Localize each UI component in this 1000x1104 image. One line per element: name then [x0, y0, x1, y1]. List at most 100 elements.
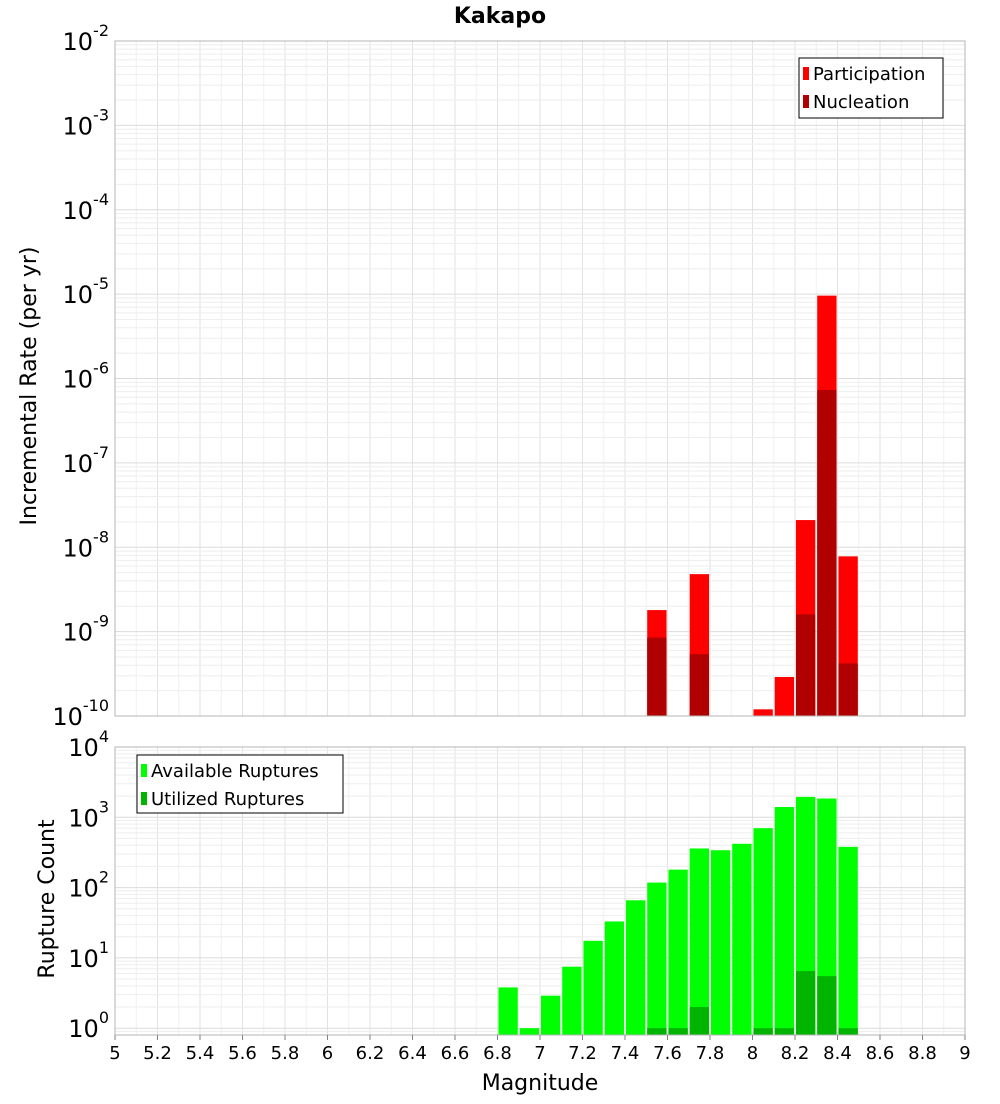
chart-title: Kakapo	[454, 4, 546, 29]
y-tick-exponent: -9	[93, 612, 109, 631]
x-tick-label: 5.8	[271, 1043, 300, 1064]
y-tick-base: 10	[68, 734, 99, 762]
x-tick-labels: 5 5.2 5.4 5.6 5.8 6 6.2 6.4 6.6 6.8 7 7.2 7.4 7.6 7.8 8…	[109, 1035, 971, 1064]
y-tick-label: 103	[68, 797, 109, 832]
y-axis-label: Rupture Count	[35, 819, 60, 979]
y-tick-exponent: 2	[99, 868, 109, 887]
nucleation-bar	[689, 654, 710, 716]
y-tick-label: 100	[68, 1008, 109, 1043]
x-tick-label: 8.8	[908, 1043, 937, 1064]
participation-bar	[774, 676, 795, 716]
y-tick-base: 10	[63, 534, 94, 562]
y-tick-base: 10	[63, 619, 94, 647]
x-tick-label: 5.6	[228, 1043, 257, 1064]
y-tick-base: 10	[63, 28, 94, 56]
available-ruptures-bar	[710, 850, 731, 1035]
y-tick-label: 104	[68, 727, 109, 762]
legend-swatch	[141, 792, 147, 805]
available-ruptures-bar	[498, 987, 518, 1035]
available-ruptures-bar	[583, 940, 603, 1035]
x-tick-label: 5	[109, 1043, 120, 1064]
utilized-ruptures-bar	[817, 976, 837, 1035]
y-tick-base: 10	[68, 1015, 99, 1043]
y-tick-exponent: -2	[93, 21, 109, 40]
y-tick-label: 10-5	[63, 274, 110, 309]
available-ruptures-bar	[689, 848, 710, 1035]
x-tick-label: 8.6	[866, 1043, 895, 1064]
available-ruptures-bar	[540, 995, 561, 1035]
y-tick-base: 10	[63, 112, 94, 140]
y-tick-label: 10-8	[63, 527, 110, 562]
x-tick-label: 7.6	[653, 1043, 682, 1064]
x-tick-label: 6.8	[483, 1043, 512, 1064]
y-tick-label: 10-7	[63, 443, 110, 478]
y-tick-base: 10	[63, 197, 94, 225]
nucleation-bar	[795, 614, 816, 716]
legend-label: Utilized Ruptures	[151, 789, 304, 810]
y-tick-exponent: -3	[93, 105, 109, 124]
y-tick-base: 10	[68, 945, 99, 973]
y-tick-exponent: 4	[99, 727, 109, 746]
nucleation-bar	[838, 663, 858, 716]
available-ruptures-bar	[562, 966, 582, 1035]
legend-label: Participation	[813, 64, 925, 85]
y-tick-exponent: -6	[93, 359, 109, 378]
y-tick-label: 10-10	[52, 696, 109, 731]
x-tick-label: 5.2	[143, 1043, 172, 1064]
y-tick-exponent: -7	[93, 443, 109, 462]
utilized-ruptures-bar	[774, 1028, 795, 1035]
x-tick-label: 7.4	[611, 1043, 640, 1064]
y-tick-base: 10	[63, 366, 94, 394]
legend-label: Available Ruptures	[151, 761, 319, 782]
legend-label: Nucleation	[813, 92, 909, 113]
available-ruptures-bar	[838, 846, 858, 1035]
x-tick-label: 8.4	[823, 1043, 852, 1064]
x-tick-label: 6.6	[441, 1043, 470, 1064]
y-tick-base: 10	[63, 281, 94, 309]
y-tick-label: 10-6	[63, 359, 110, 394]
nucleation-bar	[647, 637, 667, 716]
x-tick-label: 7	[534, 1043, 545, 1064]
available-ruptures-bar	[604, 921, 625, 1035]
y-tick-base: 10	[63, 450, 94, 478]
available-ruptures-bar	[647, 882, 667, 1035]
available-ruptures-bar	[817, 798, 837, 1035]
y-tick-label: 10-2	[63, 21, 110, 56]
rate-plot: 10-1010-910-810-710-610-510-410-310-2Inc…	[17, 21, 966, 731]
x-tick-label: 6.4	[398, 1043, 427, 1064]
utilized-ruptures-bar	[668, 1028, 688, 1035]
x-tick-label: 8.2	[781, 1043, 810, 1064]
x-tick-label: 6.2	[356, 1043, 385, 1064]
y-tick-base: 10	[68, 875, 99, 903]
bars	[647, 295, 858, 716]
x-tick-label: 9	[959, 1043, 970, 1064]
legend-box	[136, 754, 344, 814]
y-tick-exponent: 0	[99, 1008, 109, 1027]
x-tick-label: 7.2	[568, 1043, 597, 1064]
y-tick-label: 102	[68, 868, 109, 903]
y-tick-base: 10	[52, 703, 83, 731]
nucleation-bar	[817, 390, 837, 716]
participation-bar	[753, 709, 773, 716]
legend: Available Ruptures Utilized Ruptures	[136, 754, 344, 814]
available-ruptures-bar	[668, 869, 688, 1035]
available-ruptures-bar	[732, 843, 752, 1035]
plot-border	[114, 40, 966, 717]
y-tick-exponent: -5	[93, 274, 109, 293]
x-tick-label: 7.8	[696, 1043, 725, 1064]
y-tick-label: 101	[68, 938, 109, 973]
grid-lines	[114, 41, 966, 717]
legend-box	[798, 57, 944, 119]
legend: Participation Nucleation	[798, 57, 944, 119]
x-tick-label: 8	[747, 1043, 758, 1064]
x-tick-label: 6	[322, 1043, 333, 1064]
y-tick-label: 10-4	[63, 190, 110, 225]
y-tick-exponent: -4	[93, 190, 109, 209]
utilized-ruptures-bar	[647, 1028, 667, 1035]
y-tick-exponent: 3	[99, 797, 109, 816]
available-ruptures-bar	[519, 1028, 540, 1035]
x-axis-label: Magnitude	[482, 1071, 599, 1096]
